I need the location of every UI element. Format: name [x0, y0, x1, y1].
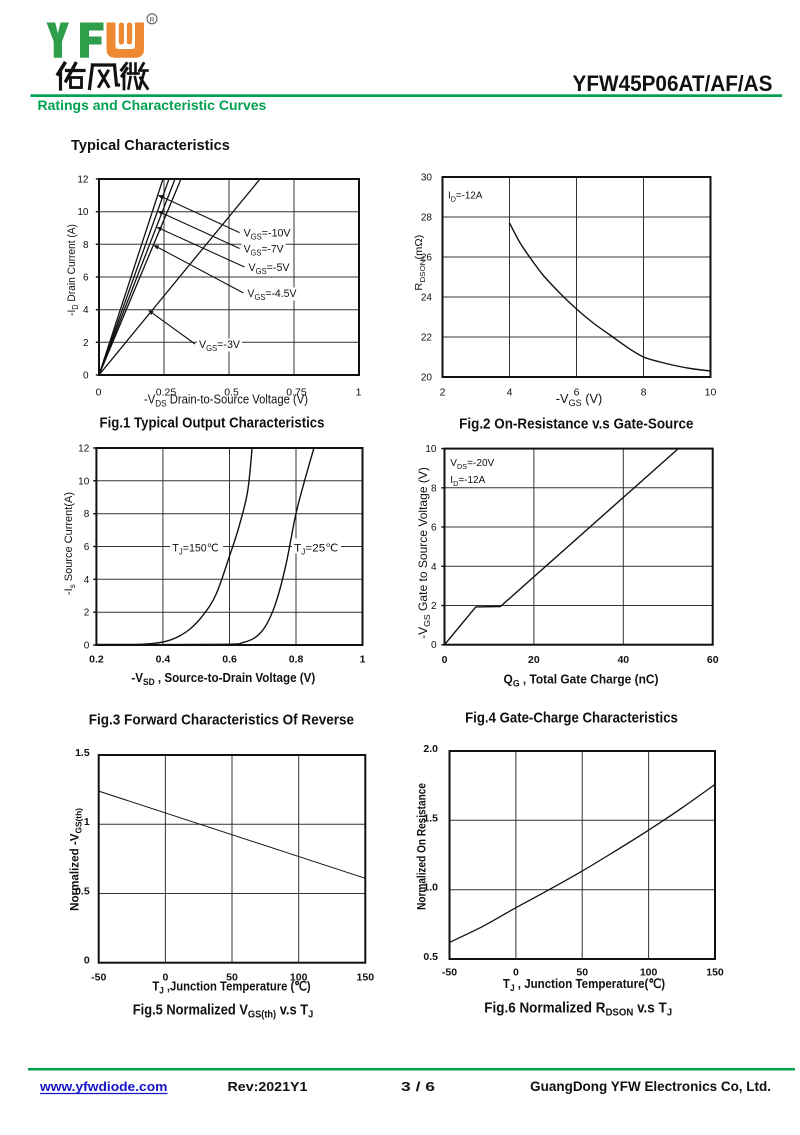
svg-text:100: 100: [640, 966, 658, 978]
svg-text:0.4: 0.4: [156, 654, 171, 666]
svg-text:Fig.3 Forward Characteristics: Fig.3 Forward Characteristics Of Reverse: [89, 711, 355, 728]
svg-text:0: 0: [96, 387, 102, 399]
svg-text:-50: -50: [91, 971, 106, 983]
svg-text:50: 50: [226, 971, 238, 983]
svg-text:VGS=-3V: VGS=-3V: [199, 339, 241, 353]
svg-text:6: 6: [84, 542, 90, 553]
svg-text:Ratings and Characteristic Cur: Ratings and Characteristic Curves: [38, 98, 267, 113]
svg-text:26: 26: [421, 253, 433, 264]
svg-text:GuangDong YFW Electronics Co,: GuangDong YFW Electronics Co, Ltd.: [530, 1079, 771, 1094]
svg-text:Rev:2021Y1: Rev:2021Y1: [228, 1080, 308, 1094]
svg-text:0: 0: [83, 371, 89, 382]
svg-text:0.5: 0.5: [75, 886, 90, 898]
svg-text:0.6: 0.6: [222, 654, 237, 666]
svg-text:2: 2: [440, 386, 446, 398]
svg-text:8: 8: [431, 483, 437, 494]
svg-text:0.5: 0.5: [224, 387, 239, 399]
svg-text:VGS=-7V: VGS=-7V: [244, 243, 285, 257]
svg-text:ID=-12A: ID=-12A: [448, 190, 483, 203]
svg-text:150: 150: [706, 966, 724, 978]
svg-text:1.5: 1.5: [75, 747, 90, 759]
svg-text:20: 20: [421, 373, 433, 384]
svg-text:-50: -50: [442, 966, 457, 978]
svg-text:50: 50: [576, 966, 588, 978]
svg-text:150: 150: [357, 971, 375, 983]
svg-text:10: 10: [78, 476, 90, 487]
svg-text:8: 8: [84, 509, 90, 520]
svg-text:0.75: 0.75: [286, 387, 307, 399]
svg-text:1: 1: [356, 387, 362, 399]
svg-text:Normalized -VGS(th): Normalized -VGS(th): [67, 808, 83, 911]
svg-text:6: 6: [83, 273, 89, 284]
svg-text:VDS=-20V: VDS=-20V: [450, 458, 494, 471]
svg-text:2: 2: [84, 608, 90, 619]
svg-text:40: 40: [617, 654, 629, 666]
svg-text:0: 0: [431, 640, 437, 651]
svg-text:-VGS Gate to Source Voltage (V: -VGS Gate to Source Voltage (V): [417, 467, 432, 639]
svg-text:-VDS Drain-to-Source Voltage (: -VDS Drain-to-Source Voltage (V): [144, 392, 308, 409]
svg-text:20: 20: [528, 654, 540, 666]
svg-text:10: 10: [77, 207, 89, 218]
svg-text:0: 0: [162, 971, 168, 983]
svg-text:1.5: 1.5: [423, 812, 438, 824]
svg-text:0.25: 0.25: [156, 387, 177, 399]
svg-text:0.2: 0.2: [89, 654, 104, 666]
svg-text:0: 0: [84, 641, 90, 652]
svg-text:Fig.4 Gate-Charge Characterist: Fig.4 Gate-Charge Characteristics: [465, 709, 678, 726]
svg-text:Normalized On Resistance: Normalized On Resistance: [416, 783, 429, 910]
svg-text:28: 28: [421, 213, 433, 224]
svg-text:RDSON(mΩ): RDSON(mΩ): [413, 235, 427, 291]
svg-text:24: 24: [421, 293, 433, 304]
svg-text:-ID Drain Current (A): -ID Drain Current (A): [66, 224, 80, 316]
svg-text:1: 1: [84, 816, 90, 828]
svg-text:Fig.5 Normalized VGS(th) v.s T: Fig.5 Normalized VGS(th) v.s TJ: [133, 1002, 313, 1021]
svg-text:VGS=-4.5V: VGS=-4.5V: [248, 288, 298, 302]
svg-text:1.0: 1.0: [423, 882, 438, 894]
svg-text:VGS=-10V: VGS=-10V: [244, 227, 292, 241]
svg-text:6: 6: [431, 523, 437, 534]
svg-text:Typical Characteristics: Typical Characteristics: [71, 138, 230, 154]
svg-text:Fig.1 Typical Output Character: Fig.1 Typical Output Characteristics: [100, 414, 325, 431]
svg-text:-VSD , Source-to-Drain Voltage: -VSD , Source-to-Drain Voltage (V): [131, 670, 315, 687]
svg-text:-Is Source Current(A): -Is Source Current(A): [63, 492, 77, 595]
svg-text:www.yfwdiode.com: www.yfwdiode.com: [39, 1079, 167, 1094]
svg-text:-VGS (V): -VGS (V): [556, 392, 602, 408]
svg-text:30: 30: [421, 173, 433, 184]
svg-text:0: 0: [513, 966, 519, 978]
svg-text:4: 4: [431, 562, 437, 573]
svg-text:0.8: 0.8: [289, 654, 304, 666]
svg-text:YFW45P06AT/AF/AS: YFW45P06AT/AF/AS: [573, 71, 773, 96]
svg-text:0: 0: [442, 654, 448, 666]
svg-text:ID=-12A: ID=-12A: [450, 475, 485, 488]
svg-text:100: 100: [290, 971, 308, 983]
svg-text:TJ=150℃: TJ=150℃: [172, 542, 218, 556]
svg-text:8: 8: [641, 386, 647, 398]
svg-text:22: 22: [421, 333, 433, 344]
svg-text:Fig.2 On-Resistance v.s Gate-S: Fig.2 On-Resistance v.s Gate-Source: [459, 415, 693, 432]
svg-text:VGS=-5V: VGS=-5V: [249, 262, 291, 276]
svg-text:Fig.6 Normalized RDSON v.s TJ: Fig.6 Normalized RDSON v.s TJ: [484, 999, 672, 1019]
svg-text:TJ ,Junction Temperature (℃): TJ ,Junction Temperature (℃): [152, 979, 310, 996]
svg-text:6: 6: [574, 386, 580, 398]
svg-text:TJ , Junction Temperature(℃): TJ , Junction Temperature(℃): [503, 977, 665, 994]
svg-text:1: 1: [360, 654, 366, 666]
svg-text:QG , Total Gate Charge (nC): QG , Total Gate Charge (nC): [504, 672, 659, 689]
svg-text:4: 4: [84, 575, 90, 586]
svg-text:2: 2: [83, 338, 89, 349]
svg-text:0: 0: [84, 955, 90, 967]
svg-text:2.0: 2.0: [423, 743, 438, 755]
svg-text:R: R: [149, 17, 154, 24]
svg-text:TJ=25℃: TJ=25℃: [294, 543, 338, 557]
svg-text:3 / 6: 3 / 6: [401, 1080, 435, 1094]
svg-text:60: 60: [707, 654, 719, 666]
svg-text:4: 4: [83, 305, 89, 316]
svg-text:8: 8: [83, 240, 89, 251]
svg-text:10: 10: [425, 444, 437, 455]
svg-text:4: 4: [507, 386, 513, 398]
svg-text:12: 12: [77, 175, 89, 186]
svg-text:10: 10: [705, 386, 717, 398]
svg-text:2: 2: [431, 601, 437, 612]
svg-text:0.5: 0.5: [423, 951, 438, 963]
svg-text:12: 12: [78, 444, 90, 455]
